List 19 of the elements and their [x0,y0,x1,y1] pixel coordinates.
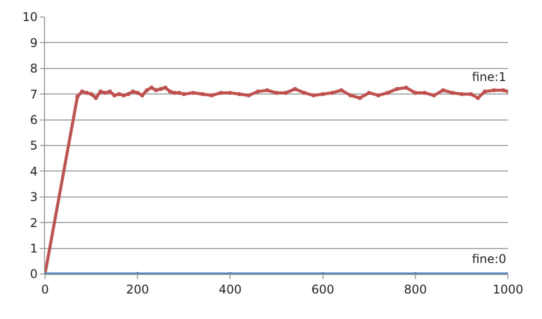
y-tick-label: 5 [30,138,38,153]
y-tick-label: 1 [30,242,38,256]
y-tick-label: 8 [30,62,38,76]
x-tick-label: 400 [218,282,242,296]
series-label: fine:0 [472,252,506,266]
y-tick-label: 0 [30,267,38,282]
y-tick-label: 3 [30,190,38,204]
series-label: fine:1 [472,70,506,84]
x-tick-label: 600 [311,282,334,296]
x-tick-label: 800 [404,282,427,296]
x-tick-label: 200 [126,282,150,296]
x-tick-label: 1000 [492,282,524,296]
y-tick-label: 10 [22,10,38,24]
y-tick-label: 9 [30,36,38,50]
y-tick-label: 6 [30,113,38,127]
y-tick-label: 4 [30,164,38,178]
y-tick-label: 7 [30,87,38,102]
x-tick-label: 0 [41,282,49,296]
y-tick-label: 2 [30,216,38,230]
